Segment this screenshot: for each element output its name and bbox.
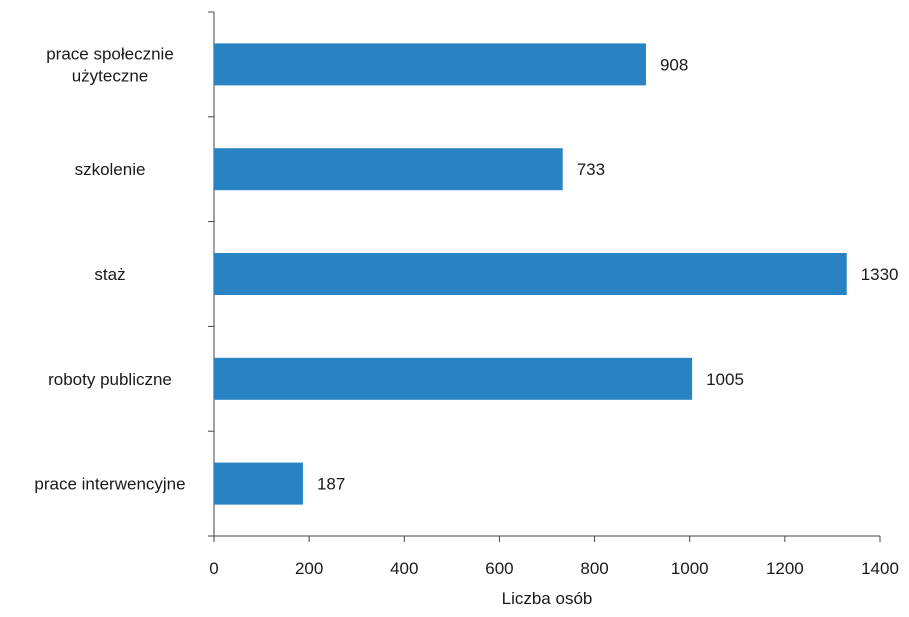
data-labels: 908 733 1330 1005 187 xyxy=(317,55,899,493)
category-label: użyteczne xyxy=(72,66,149,85)
x-tick-label: 1000 xyxy=(671,559,709,578)
data-label: 1005 xyxy=(706,370,744,389)
data-label: 733 xyxy=(577,160,605,179)
data-label: 908 xyxy=(660,55,688,74)
x-tick-label: 200 xyxy=(295,559,323,578)
category-label: prace społecznie xyxy=(46,44,174,63)
data-label: 187 xyxy=(317,475,345,494)
category-label: staż xyxy=(94,265,125,284)
bar xyxy=(214,253,847,295)
x-tick-label: 1200 xyxy=(766,559,804,578)
category-label: roboty publiczne xyxy=(48,370,172,389)
bars xyxy=(214,43,847,505)
x-tick-label: 1400 xyxy=(861,559,899,578)
x-tick-label: 400 xyxy=(390,559,418,578)
bar xyxy=(214,357,693,400)
x-tick-label: 0 xyxy=(209,559,218,578)
x-axis-title: Liczba osób xyxy=(502,589,593,608)
category-label: prace interwencyjne xyxy=(34,475,185,494)
x-tick-label: 600 xyxy=(485,559,513,578)
bar xyxy=(214,462,303,505)
x-ticks: 0 200 400 600 800 1000 1200 1400 xyxy=(209,536,899,578)
category-labels: prace społecznie użyteczne szkolenie staż ro… xyxy=(34,44,185,493)
bar xyxy=(214,43,646,86)
x-tick-label: 800 xyxy=(580,559,608,578)
data-label: 1330 xyxy=(861,265,899,284)
bar xyxy=(214,148,563,191)
category-label: szkolenie xyxy=(75,160,146,179)
